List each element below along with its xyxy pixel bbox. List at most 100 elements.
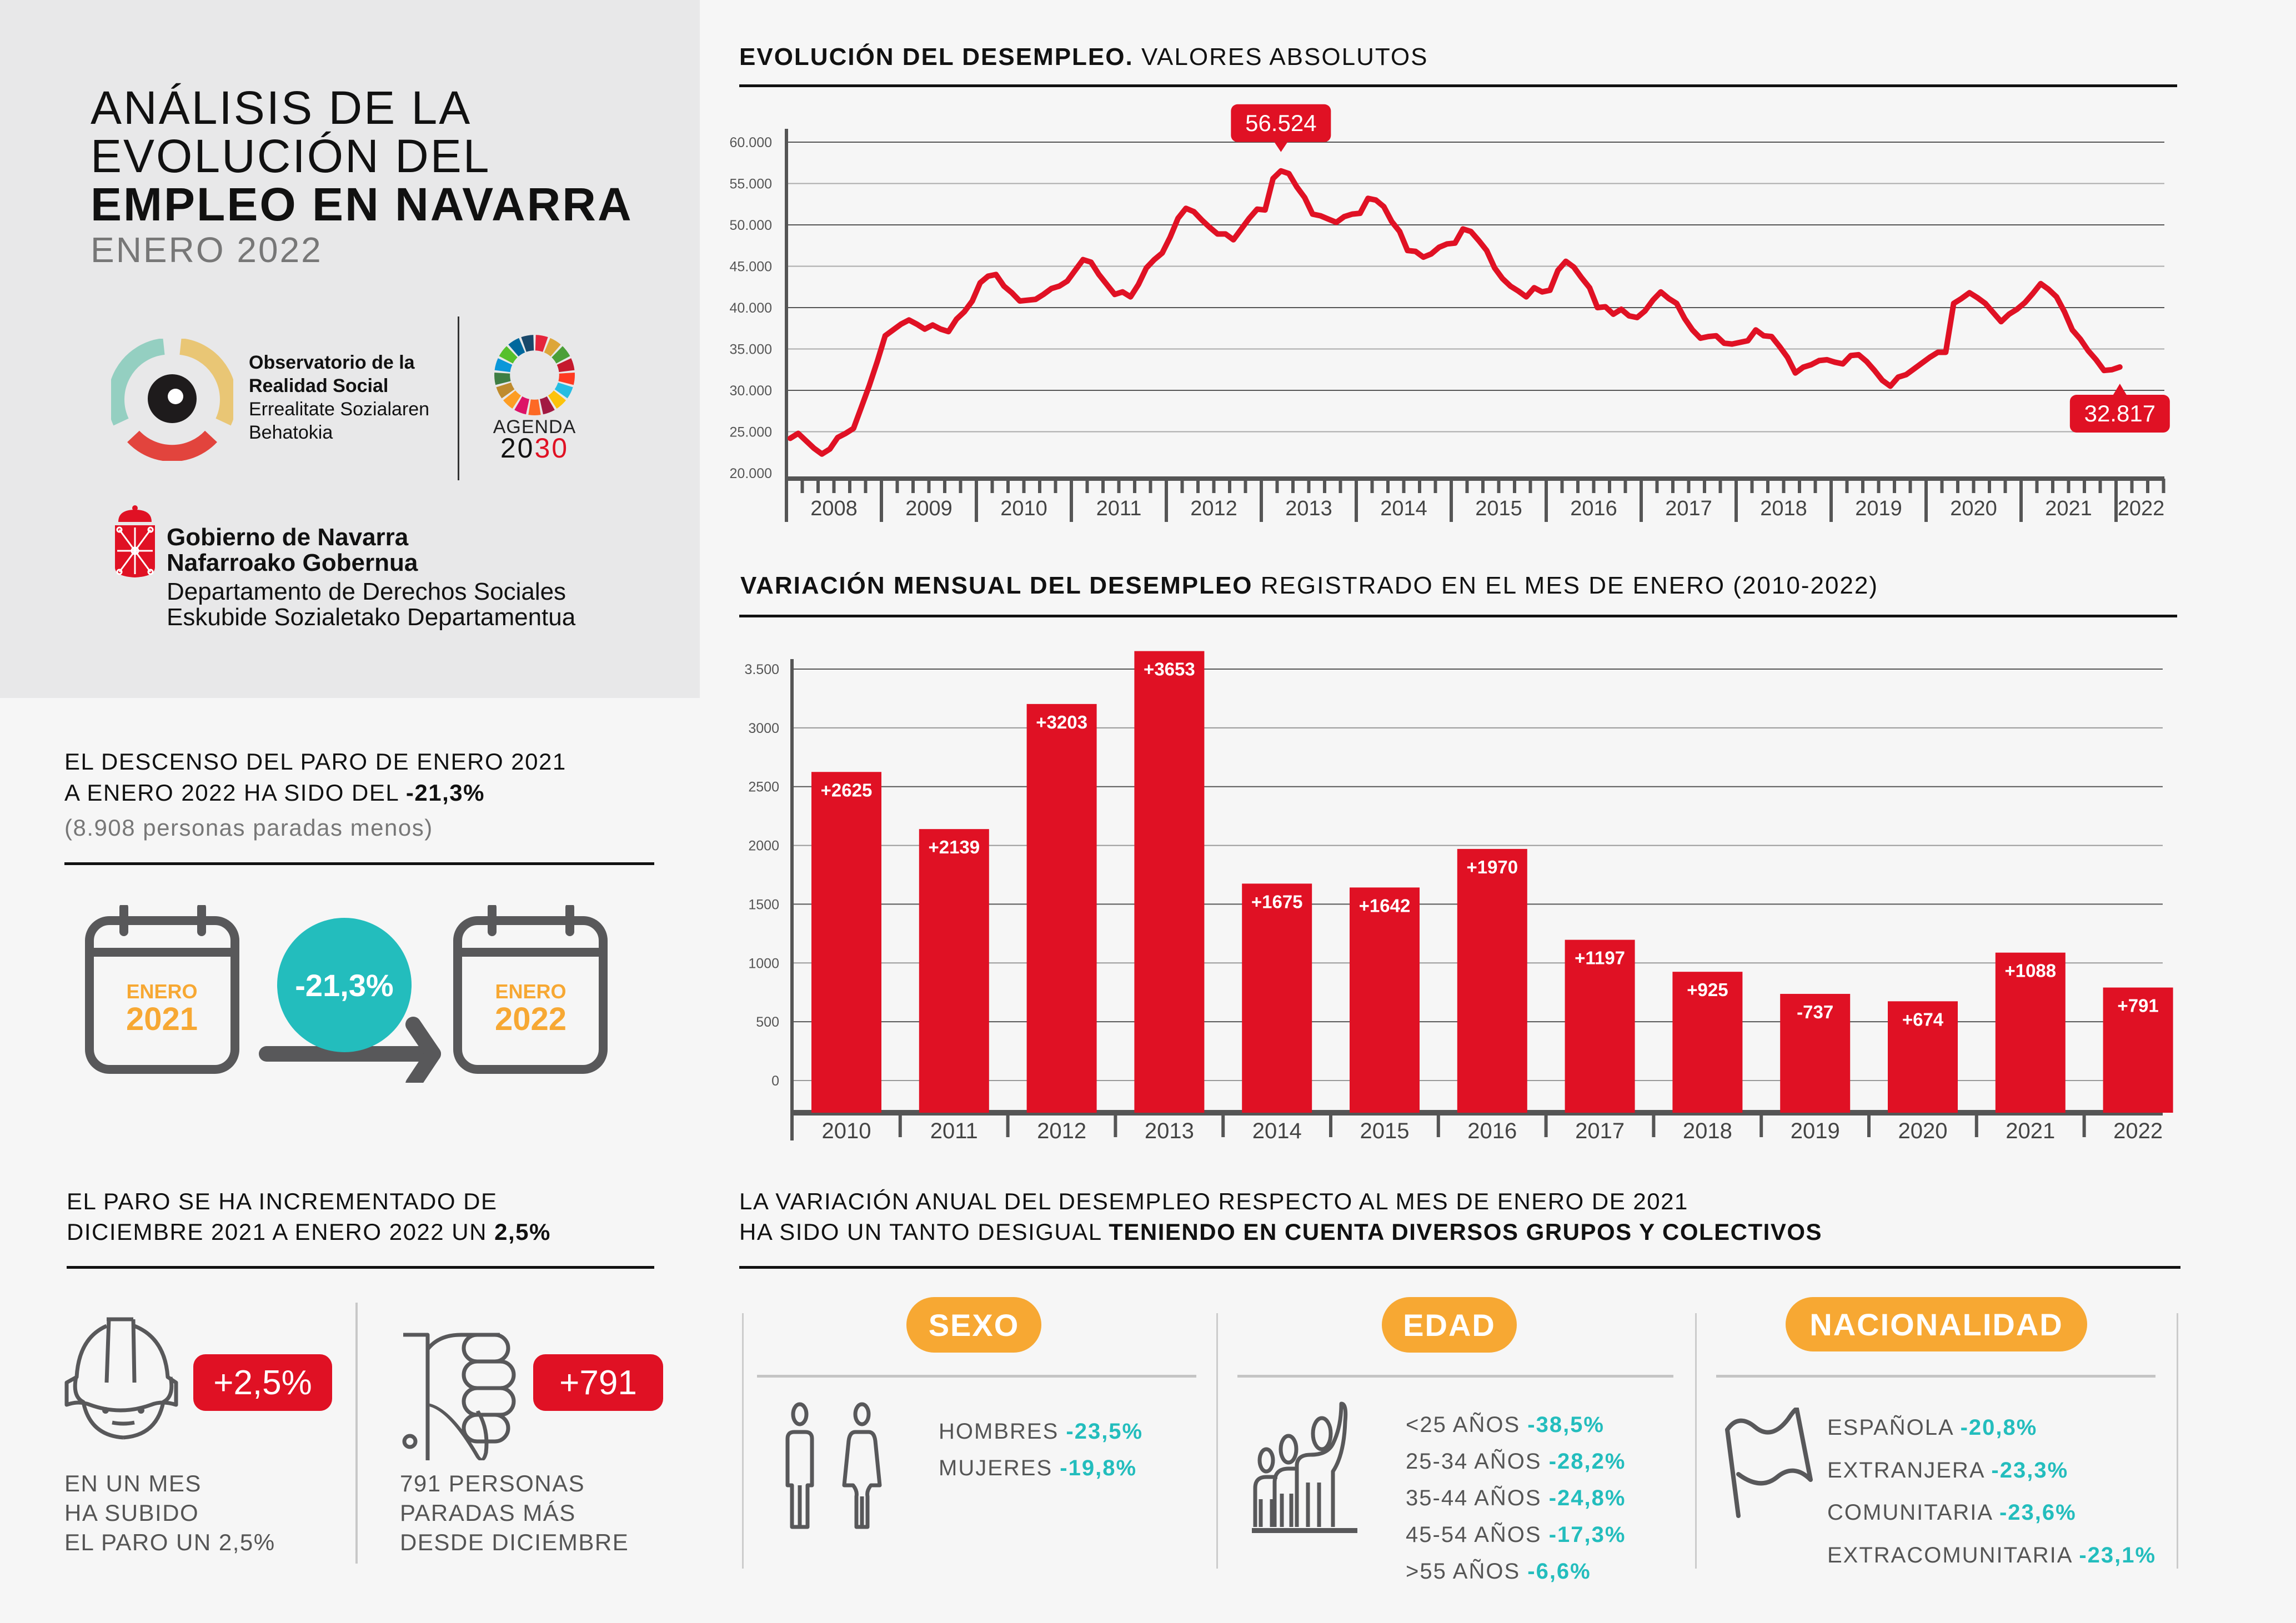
agenda-2030-wheel-icon: [494, 335, 575, 415]
sdg-segment: [503, 390, 522, 409]
sdg-segment: [496, 382, 515, 399]
x-tick-label: 2017: [1575, 1119, 1625, 1143]
column-divider: [2177, 1313, 2178, 1569]
sdg-segment: [535, 335, 548, 352]
x-tick-label: 2017: [1665, 497, 1712, 520]
annual-drop-note: (8.908 personas paradas menos): [64, 815, 433, 841]
monthly-left-text: EN UN MES HA SUBIDO EL PARO UN 2,5%: [64, 1469, 275, 1557]
groups-line-2: HA SIDO UN TANTO DESIGUAL TENIENDO EN CU…: [739, 1219, 1822, 1245]
monthly-line-2: DICIEMBRE 2021 A ENERO 2022 UN 2,5%: [67, 1219, 551, 1245]
observatorio-line: Errealitate Sozialaren: [249, 399, 430, 420]
x-tick-label: 2009: [905, 497, 953, 520]
item-name: EXTRACOMUNITARIA: [1827, 1542, 2072, 1567]
item-name: >55 AÑOS: [1406, 1559, 1521, 1584]
y-tick-label: 40.000: [730, 300, 772, 316]
navarra-shield-icon: [115, 505, 155, 577]
man-woman-icon: [785, 1402, 882, 1529]
monthly-prefix: DICIEMBRE 2021 A ENERO 2022 UN: [67, 1219, 495, 1245]
sdg-segment: [514, 396, 530, 415]
y-tick-label: 2000: [748, 838, 779, 854]
line-chart-title: EVOLUCIÓN DEL DESEMPLEO. VALORES ABSOLUT…: [739, 43, 1428, 71]
gobierno-line: Gobierno de Navarra: [167, 524, 409, 551]
agenda-year: 2030: [492, 432, 578, 464]
monthly-count-badge: +791: [533, 1354, 663, 1411]
sdg-segment: [557, 358, 575, 373]
x-tick-label: 2019: [1855, 497, 1902, 520]
x-tick-label: 2020: [1898, 1119, 1948, 1143]
x-tick-label: 2014: [1380, 497, 1427, 520]
gobierno-line: Departamento de Derechos Sociales: [167, 578, 567, 605]
x-tick-label: 2016: [1570, 497, 1617, 520]
group-item: COMUNITARIA -23,6%: [1827, 1491, 2156, 1534]
groups-prefix: HA SIDO UN TANTO DESIGUAL: [739, 1219, 1109, 1245]
gobierno-line: Eskubide Sozialetako Departamentua: [167, 604, 576, 631]
bar-2019: [1780, 993, 1851, 1113]
column-divider: [355, 1303, 358, 1564]
sdg-segment: [508, 338, 525, 356]
item-name: EXTRANJERA: [1827, 1458, 1984, 1483]
unemployment-series-line: [787, 168, 2123, 457]
edad-list: <25 AÑOS -38,5% 25-34 AÑOS -28,2% 35-44 …: [1406, 1406, 1626, 1590]
item-name: 45-54 AÑOS: [1406, 1522, 1542, 1547]
text-line: EN UN MES: [64, 1470, 202, 1496]
observatorio-line: Behatokia: [249, 422, 333, 443]
cal-from-month: ENERO: [126, 980, 198, 1003]
sdg-segment: [494, 372, 511, 385]
y-tick-label: 1500: [748, 897, 779, 912]
y-tick-label: 3000: [748, 721, 779, 736]
item-value: -17,3%: [1548, 1522, 1626, 1547]
sdg-segment: [539, 396, 555, 415]
text-line: DESDE DICIEMBRE: [400, 1529, 629, 1555]
x-tick-label: 2021: [2045, 497, 2092, 520]
groups-bold: TENIENDO EN CUENTA DIVERSOS GRUPOS Y COL…: [1109, 1219, 1823, 1245]
annual-drop-line-1: EL DESCENSO DEL PARO DE ENERO 2021: [64, 748, 567, 775]
page-subtitle: ENERO 2022: [91, 230, 323, 270]
x-tick-label: 2019: [1791, 1119, 1840, 1143]
group-item: <25 AÑOS -38,5%: [1406, 1406, 1626, 1443]
sexo-list: HOMBRES -23,5% MUJERES -19,8%: [939, 1413, 1143, 1486]
item-value: -28,2%: [1548, 1449, 1626, 1474]
bar-value-label: +1088: [2004, 961, 2056, 981]
bar-value-label: -737: [1797, 1002, 1833, 1022]
item-value: -23,6%: [1999, 1500, 2077, 1525]
bar-value-label: +925: [1687, 979, 1728, 1000]
title-bold: VARIACIÓN MENSUAL DEL DESEMPLEO: [740, 572, 1253, 599]
x-tick-label: 2012: [1037, 1119, 1086, 1143]
item-name: HOMBRES: [939, 1419, 1059, 1444]
item-name: ESPAÑOLA: [1827, 1415, 1953, 1440]
sdg-segment: [548, 390, 566, 409]
section-divider: [739, 615, 2177, 617]
item-value: -24,8%: [1548, 1486, 1626, 1510]
y-tick-label: 35.000: [730, 342, 772, 358]
bar-2017: [1565, 939, 1635, 1113]
section-divider: [739, 1266, 2180, 1269]
observatorio-line: Realidad Social: [249, 375, 389, 396]
item-name: 35-44 AÑOS: [1406, 1486, 1542, 1510]
observatorio-line: Observatorio de la: [249, 352, 415, 373]
callout-box: [1231, 104, 1331, 142]
calendar-icon: [85, 905, 239, 1074]
section-divider: [64, 862, 654, 865]
page-title-line-1: ANÁLISIS DE LA: [91, 82, 472, 134]
x-tick-label: 2010: [1000, 497, 1047, 520]
group-item: 35-44 AÑOS -24,8%: [1406, 1480, 1626, 1516]
flag-icon: [1725, 1408, 1813, 1518]
callout-pointer: [1274, 142, 1288, 152]
cal-to-month: ENERO: [495, 980, 567, 1003]
x-tick-label: 2016: [1467, 1119, 1517, 1143]
value-callout: 56.524: [1231, 104, 1331, 152]
group-item: EXTRACOMUNITARIA -23,1%: [1827, 1534, 2156, 1577]
unemployment-line-chart: 20.000 25.000 30.000 35.000 40.000 45.000 50.0…: [730, 104, 2170, 522]
worker-helmet-icon: [64, 1317, 178, 1440]
callout-label: 32.817: [2084, 400, 2155, 426]
text-line: EL PARO UN 2,5%: [64, 1529, 275, 1555]
x-tick-label: 2021: [2006, 1119, 2055, 1143]
monthly-variation-bar-chart: 0 500 1000 1500 2000 2500 3000 3.500 +2625 2010 +2…: [744, 651, 2173, 1143]
bar-2022: [2103, 987, 2173, 1113]
title-bold: EVOLUCIÓN DEL DESEMPLEO.: [739, 43, 1134, 71]
bar-2010: [811, 772, 881, 1113]
monthly-right-text: 791 PERSONAS PARADAS MÁS DESDE DICIEMBRE: [400, 1469, 629, 1557]
bar-2018: [1672, 972, 1743, 1113]
text-line: 791 PERSONAS: [400, 1470, 585, 1496]
sdg-segment: [499, 346, 518, 364]
